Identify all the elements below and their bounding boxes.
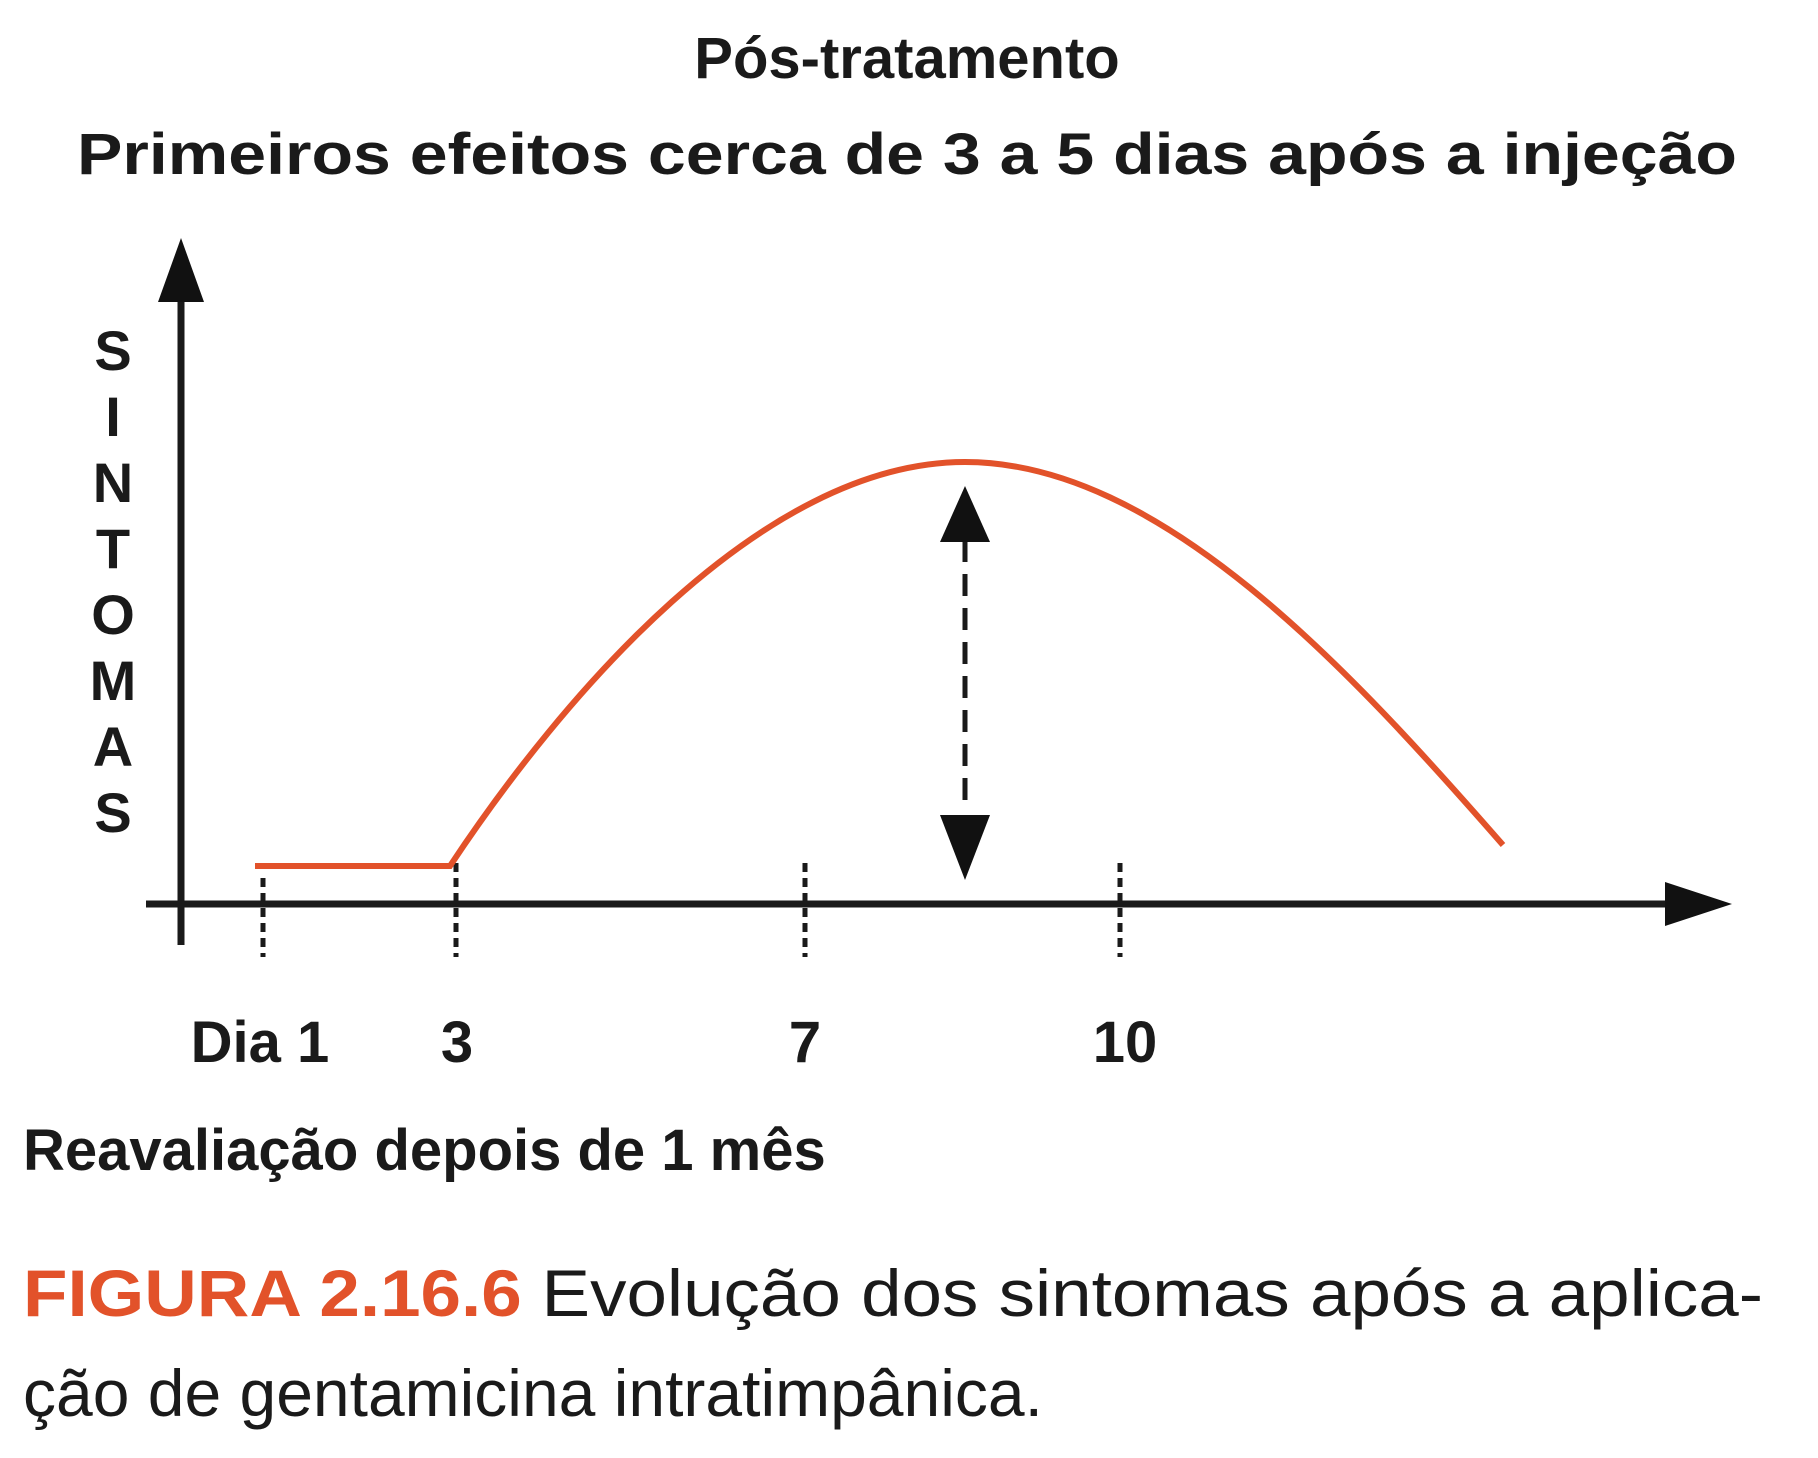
caption-line: ção de gentamicina intratimpânica. bbox=[23, 1356, 1043, 1430]
y-axis-letter: O bbox=[91, 583, 135, 646]
symptom-curve bbox=[255, 458, 1506, 869]
y-axis-letter: M bbox=[90, 649, 137, 712]
caption-text: Evolução dos sintomas após a aplica- bbox=[542, 1256, 1763, 1330]
x-label: 3 bbox=[441, 1010, 473, 1075]
y-axis-letter: T bbox=[96, 517, 130, 580]
y-axis-letter: A bbox=[93, 715, 133, 778]
x-label: 10 bbox=[1093, 1010, 1158, 1075]
x-labels: Dia 1 3 7 10 bbox=[191, 1010, 1158, 1075]
caption-label: FIGURA 2.16.6 bbox=[23, 1256, 522, 1330]
caption-line: FIGURA 2.16.6 Evolução dos sintomas após … bbox=[23, 1256, 1763, 1330]
y-axis-letter: N bbox=[93, 451, 133, 514]
note: Reavaliação depois de 1 mês bbox=[23, 1118, 826, 1183]
y-axis-arrow bbox=[158, 238, 204, 302]
x-axis-arrow bbox=[1665, 882, 1732, 926]
y-axis-letter: I bbox=[105, 385, 121, 448]
y-axis-letter: S bbox=[94, 319, 131, 382]
title: Pós-tratamento bbox=[694, 26, 1119, 91]
subtitle: Primeiros efeitos cerca de 3 a 5 dias ap… bbox=[77, 122, 1737, 187]
x-label: 7 bbox=[789, 1010, 821, 1075]
y-axis-letter: S bbox=[94, 781, 131, 844]
x-label: Dia 1 bbox=[191, 1010, 330, 1075]
arrow-head-up bbox=[940, 486, 990, 542]
tick-lines bbox=[260, 863, 1123, 957]
arrow-head-down bbox=[940, 815, 990, 880]
